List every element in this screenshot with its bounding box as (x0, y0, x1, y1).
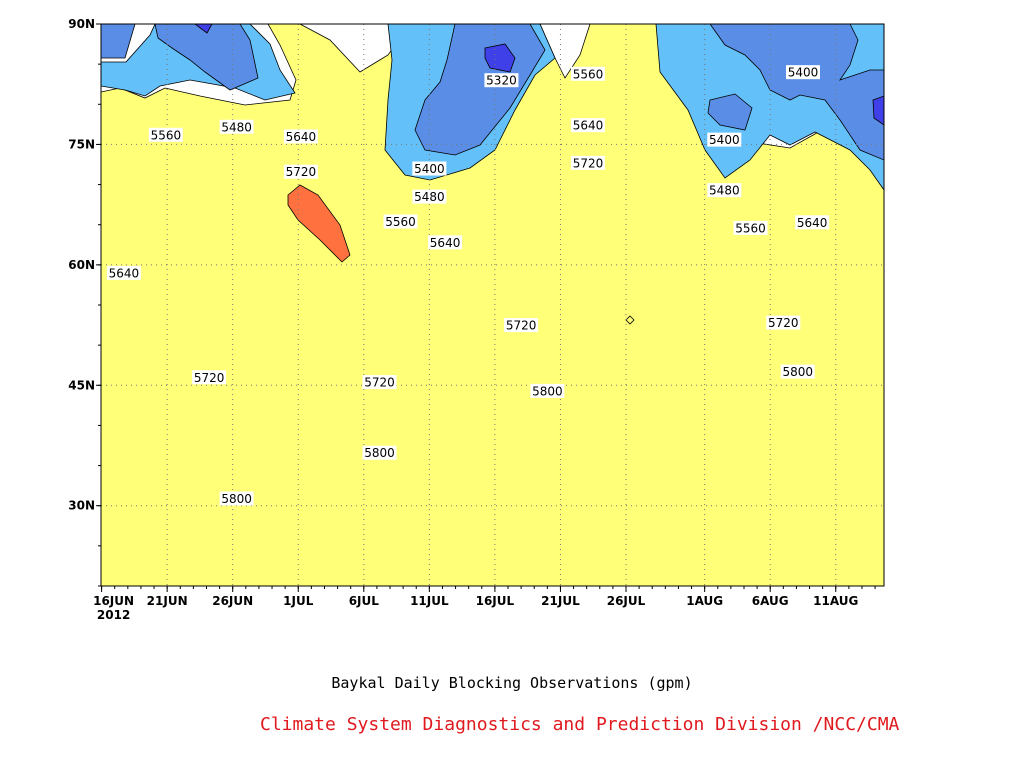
chart-title: Baykal Daily Blocking Observations (gpm) (331, 674, 693, 692)
contour-label: 5640 (430, 236, 461, 250)
contour-label: 5560 (385, 215, 416, 229)
contour-label-bg (219, 119, 254, 134)
x-tick-label: 16JUL (476, 594, 515, 608)
contour-label: 5640 (109, 266, 140, 280)
contour-label: 5400 (709, 133, 740, 147)
contour-lines (625, 315, 635, 325)
x-tick-label: 6AUG (752, 594, 789, 608)
contour-label: 5800 (532, 384, 563, 398)
x-tick-label: 6JUL (349, 594, 380, 608)
contour-label-bg (192, 370, 227, 385)
contour-label-bg (780, 364, 815, 379)
contour-fills (101, 24, 884, 586)
contour-label: 5400 (414, 162, 445, 176)
y-axis: 30N 45N 60N 75N 90N (68, 17, 101, 587)
contour-label-bg (733, 220, 768, 235)
y-tick-label: 60N (68, 258, 95, 272)
contour-label-bg (707, 132, 742, 147)
contour-label-bg (530, 383, 565, 398)
contour-label-bg (362, 375, 397, 390)
contour-label: 5720 (286, 165, 317, 179)
contour-label: 5640 (286, 130, 317, 144)
x-tick-label: 21JUL (541, 594, 580, 608)
contour-label: 5720 (364, 376, 395, 390)
contour-label: 5480 (221, 120, 252, 134)
contour-label-bg (484, 73, 519, 88)
contour-label-bg (383, 214, 418, 229)
contour-label-bg (106, 265, 141, 280)
contour-label: 5800 (221, 492, 252, 506)
contour-label: 5640 (797, 216, 828, 230)
contour-label-bg (785, 65, 820, 80)
x-tick-label: 11JUL (410, 594, 449, 608)
contour-band-c_hi_isl (287, 184, 351, 263)
x-tick-label: 1AUG (686, 594, 723, 608)
contour-label: 5800 (364, 446, 395, 460)
y-tick-label: 30N (68, 499, 95, 513)
contour-label-bg (283, 164, 318, 179)
grid-lines (101, 24, 884, 586)
x-tick-label: 11AUG (813, 594, 858, 608)
chart-credit: Climate System Diagnostics and Predictio… (260, 714, 900, 735)
x-tick-label: 16JUN (93, 594, 134, 608)
x-tick-label: 21JUN (147, 594, 188, 608)
contour-label-bg (412, 161, 447, 176)
contour-label-bg (795, 215, 830, 230)
contour-label: 5560 (151, 128, 182, 142)
contour-label: 5720 (506, 319, 537, 333)
contour-band-c5320 (101, 24, 884, 161)
contour-label-bg (219, 491, 254, 506)
contour-label-bg (428, 235, 463, 250)
contour-label: 5400 (788, 66, 819, 80)
y-tick-label: 90N (68, 17, 95, 31)
contour-label: 5720 (194, 371, 225, 385)
contour-label: 5720 (573, 156, 604, 170)
contour-label: 5720 (768, 316, 799, 330)
contour-label-bg (283, 129, 318, 144)
x-tick-sublabel: 2012 (97, 608, 130, 622)
contour-label: 5480 (709, 184, 740, 198)
contour-label-bg (707, 183, 742, 198)
contour-line-small (625, 315, 635, 325)
x-tick-label: 26JUL (607, 594, 646, 608)
contour-label-bg (570, 118, 605, 133)
contour-label: 5560 (735, 221, 766, 235)
contour-label: 5640 (573, 119, 604, 133)
contour-label-bg (766, 315, 801, 330)
x-tick-label: 1JUL (283, 594, 314, 608)
contour-label-bg (148, 127, 183, 142)
contour-band-c_low (194, 24, 884, 126)
y-tick-label: 45N (68, 378, 95, 392)
contour-label-bg (412, 189, 447, 204)
x-tick-label: 26JUN (212, 594, 253, 608)
y-tick-label: 75N (68, 137, 95, 151)
contour-labels: 5320 5400 5480 5560 5640 5560 5480 5640 5720 5640… (106, 65, 830, 506)
contour-label-bg (570, 66, 605, 81)
contour-label: 5560 (573, 67, 604, 81)
contour-label: 5800 (782, 365, 813, 379)
contour-label-bg (362, 445, 397, 460)
contour-label-bg (504, 318, 539, 333)
contour-label: 5480 (414, 190, 445, 204)
contour-label: 5320 (486, 74, 517, 88)
contour-label-bg (570, 155, 605, 170)
